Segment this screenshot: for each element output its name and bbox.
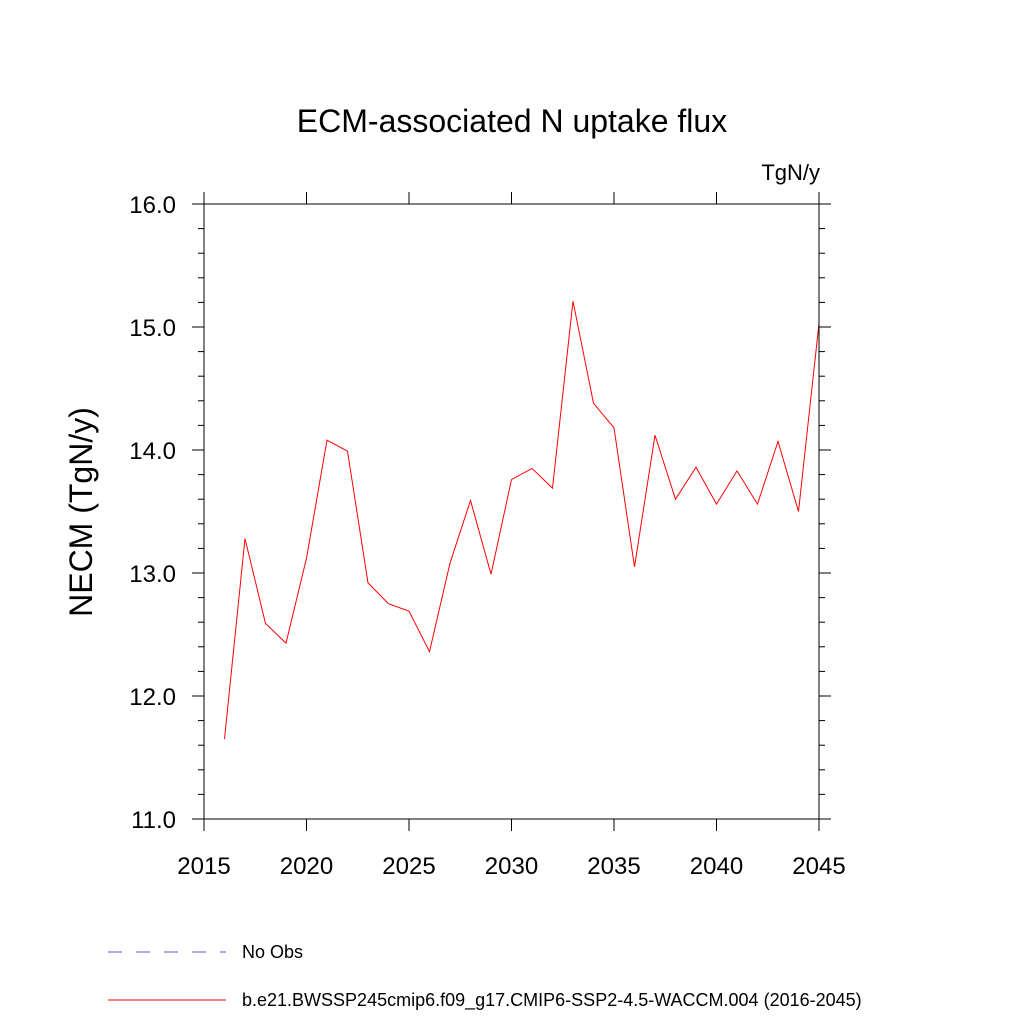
y-tick-label: 13.0: [129, 561, 176, 588]
x-tick-label: 2040: [690, 853, 743, 880]
y-tick-label: 11.0: [131, 807, 176, 834]
y-tick-label: 14.0: [129, 438, 176, 465]
axis-ticks: 2015 2020 2025 2030 2035 2040 2045 11.0 12.0 13.0…: [129, 192, 846, 880]
chart-title: ECM-associated N uptake flux: [297, 103, 727, 139]
series-line: [224, 301, 820, 740]
legend: No Obs b.e21.BWSSP245cmip6.f09_g17.CMIP6-…: [108, 942, 862, 1011]
units-label: TgN/y: [761, 160, 820, 185]
x-tick-label: 2025: [382, 853, 435, 880]
plot-frame: [203, 203, 820, 820]
legend-label: No Obs: [242, 942, 303, 962]
legend-label: b.e21.BWSSP245cmip6.f09_g17.CMIP6-SSP2-4…: [242, 990, 862, 1011]
x-tick-label: 2030: [485, 853, 538, 880]
x-tick-label: 2015: [177, 853, 230, 880]
y-tick-label: 16.0: [129, 192, 176, 219]
y-tick-label: 15.0: [129, 315, 176, 342]
y-axis-label: NECM (TgN/y): [63, 407, 99, 617]
x-tick-label: 2020: [280, 853, 333, 880]
x-tick-label: 2035: [587, 853, 640, 880]
x-tick-label: 2045: [792, 853, 845, 880]
y-tick-label: 12.0: [129, 684, 176, 711]
series-lines: [224, 301, 820, 740]
